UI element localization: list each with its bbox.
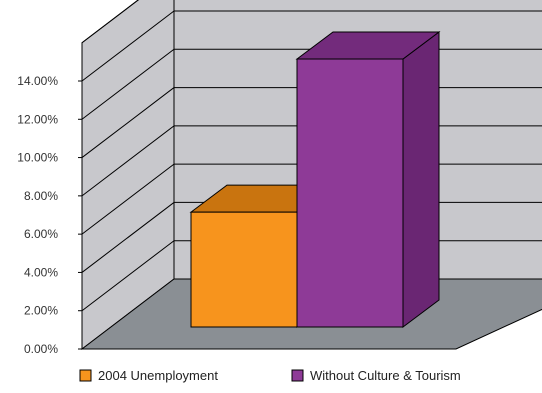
chart-legend: 2004 Unemployment Without Culture & Touri…	[79, 368, 461, 383]
bar-without-culture-tourism	[295, 31, 441, 328]
bar-front	[190, 211, 298, 328]
y-tick-label: 10.00%	[17, 151, 58, 165]
y-tick-label: 0.00%	[24, 342, 58, 356]
legend-swatch	[79, 369, 92, 382]
y-tick-label: 2.00%	[24, 304, 58, 318]
bar-side	[402, 31, 440, 328]
gridline-left	[81, 202, 175, 273]
y-axis-ticks: 0.00% 2.00% 4.00% 6.00% 8.00% 10.00% 12.00% 14.…	[17, 42, 83, 356]
gridline-left	[81, 125, 175, 197]
gridline-left	[81, 48, 175, 120]
gridline-left	[81, 163, 175, 235]
legend-swatch	[291, 369, 304, 382]
gridline-left	[81, 87, 175, 158]
gridline-left	[81, 10, 175, 82]
legend-label: Without Culture & Tourism	[310, 368, 461, 383]
gridline-left	[81, 0, 139, 44]
y-tick-label: 8.00%	[24, 189, 58, 203]
legend-label: 2004 Unemployment	[98, 368, 218, 383]
y-tick-label: 12.00%	[17, 112, 58, 126]
gridline-left	[81, 240, 175, 312]
y-tick-label: 6.00%	[24, 227, 58, 241]
y-tick-label: 4.00%	[24, 265, 58, 279]
y-tick-label: 14.00%	[17, 74, 58, 88]
bar-front	[296, 58, 404, 328]
chart-bars	[189, 31, 441, 328]
